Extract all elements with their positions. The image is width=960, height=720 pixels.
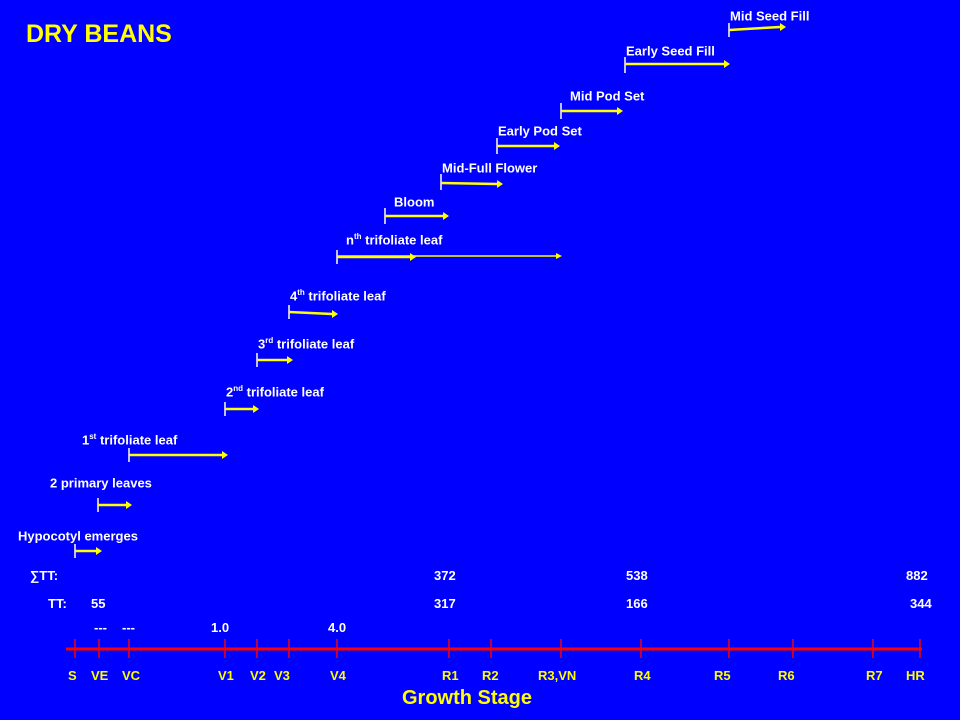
axis-label-vc: VC (122, 668, 141, 683)
axis-label-hr: HR (906, 668, 925, 683)
stage-label-1st-trifoliate: 1st trifoliate leaf (82, 432, 178, 448)
leaf-row-value: 1.0 (211, 620, 230, 635)
axis-ticks (74, 639, 921, 658)
arrow-mid-pod-set (560, 103, 623, 119)
stage-label-mid-pod-set: Mid Pod Set (570, 88, 645, 104)
arrow-3rd-trifoliate (256, 353, 293, 367)
stage-label-early-seed-fill: Early Seed Fill (626, 43, 715, 59)
tt-value: 317 (434, 596, 456, 611)
arrow-mid-seed-fill (728, 23, 786, 37)
axis-label-r4: R4 (634, 668, 651, 683)
axis-title: Growth Stage (402, 687, 533, 709)
sum-tt-label: ∑TT: (30, 568, 59, 583)
stage-label-mid-full-flower: Mid-Full Flower (442, 160, 538, 176)
arrow-2nd-trifoliate (224, 402, 259, 416)
stage-label-hypocotyl: Hypocotyl emerges (18, 528, 138, 544)
stage-label-2nd-trifoliate: 2nd trifoliate leaf (226, 384, 324, 400)
stage-label-mid-seed-fill: Mid Seed Fill (730, 8, 810, 24)
stage-label-early-pod-set: Early Pod Set (498, 123, 582, 139)
stage-label-nth-trifoliate: nth trifoliate leaf (346, 232, 443, 248)
axis-label-v3: V3 (274, 668, 290, 683)
arrow-nth-trifoliate (336, 250, 562, 264)
axis-label-r1: R1 (442, 668, 459, 683)
leaf-row-value: 4.0 (328, 620, 347, 635)
leaf-row-value: --- (94, 620, 107, 635)
stage-label-bloom: Bloom (394, 194, 435, 210)
sum-tt-value: 538 (626, 568, 648, 583)
leaf-row-value: --- (122, 620, 135, 635)
stage-label-3rd-trifoliate: 3rd trifoliate leaf (258, 336, 355, 352)
axis-label-ve: VE (91, 668, 109, 683)
arrow-bloom (384, 208, 449, 224)
sum-tt-value: 882 (906, 568, 928, 583)
tt-value: 166 (626, 596, 648, 611)
axis-label-r7: R7 (866, 668, 883, 683)
axis-label-r2: R2 (482, 668, 499, 683)
stage-label-4th-trifoliate: 4th trifoliate leaf (290, 288, 386, 304)
arrow-1st-trifoliate (128, 448, 228, 462)
page-title: DRY BEANS (26, 20, 172, 48)
arrow-hypocotyl (74, 544, 102, 558)
axis-label-s: S (68, 668, 77, 683)
arrow-primary-leaves (97, 498, 132, 512)
axis-label-v4: V4 (330, 668, 346, 683)
axis-label-v2: V2 (250, 668, 266, 683)
arrow-early-pod-set (496, 138, 560, 154)
arrow-early-seed-fill (624, 57, 730, 73)
axis-label-r3vn: R3,VN (538, 668, 577, 683)
arrow-4th-trifoliate (288, 305, 338, 319)
axis-label-v1: V1 (218, 668, 234, 683)
tt-value: 344 (910, 596, 932, 611)
sum-tt-value: 372 (434, 568, 456, 583)
arrow-mid-full-flower (440, 174, 503, 190)
tt-value: 55 (91, 596, 106, 611)
axis-label-r6: R6 (778, 668, 795, 683)
stage-label-primary-leaves: 2 primary leaves (50, 475, 152, 491)
tt-label: TT: (48, 596, 67, 611)
axis-label-r5: R5 (714, 668, 731, 683)
